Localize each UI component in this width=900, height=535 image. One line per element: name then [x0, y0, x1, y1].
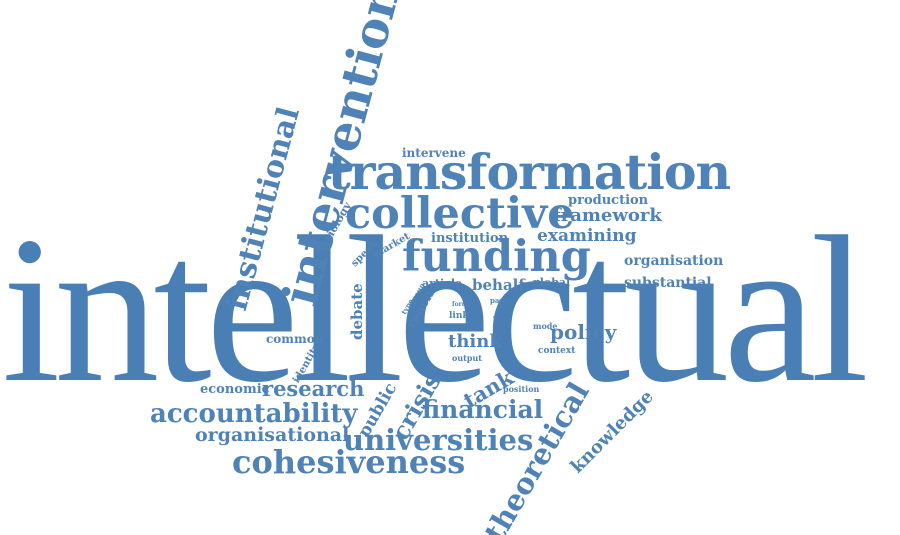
word-mode: mode — [533, 322, 557, 330]
word-examining: examining — [537, 228, 636, 245]
word-organisation: organisation — [624, 254, 723, 268]
word-substantial: substantial — [624, 276, 712, 290]
word-global: global — [532, 277, 570, 288]
word-link: link — [449, 312, 469, 321]
word-research: research — [262, 378, 364, 399]
word-article: article — [422, 278, 462, 289]
word-output: output — [452, 354, 482, 362]
word-institution: institution — [431, 232, 508, 245]
word-intervene: intervene — [402, 147, 466, 159]
word-policy: policy — [550, 322, 616, 342]
word-form: form — [452, 302, 468, 308]
word-debate: debate — [350, 283, 365, 340]
word-behalf: behalf — [472, 278, 525, 293]
word-context: context — [538, 347, 575, 356]
word-economic: economic — [200, 383, 270, 396]
word-think: think — [448, 333, 502, 351]
word-framework: framework — [553, 207, 662, 225]
